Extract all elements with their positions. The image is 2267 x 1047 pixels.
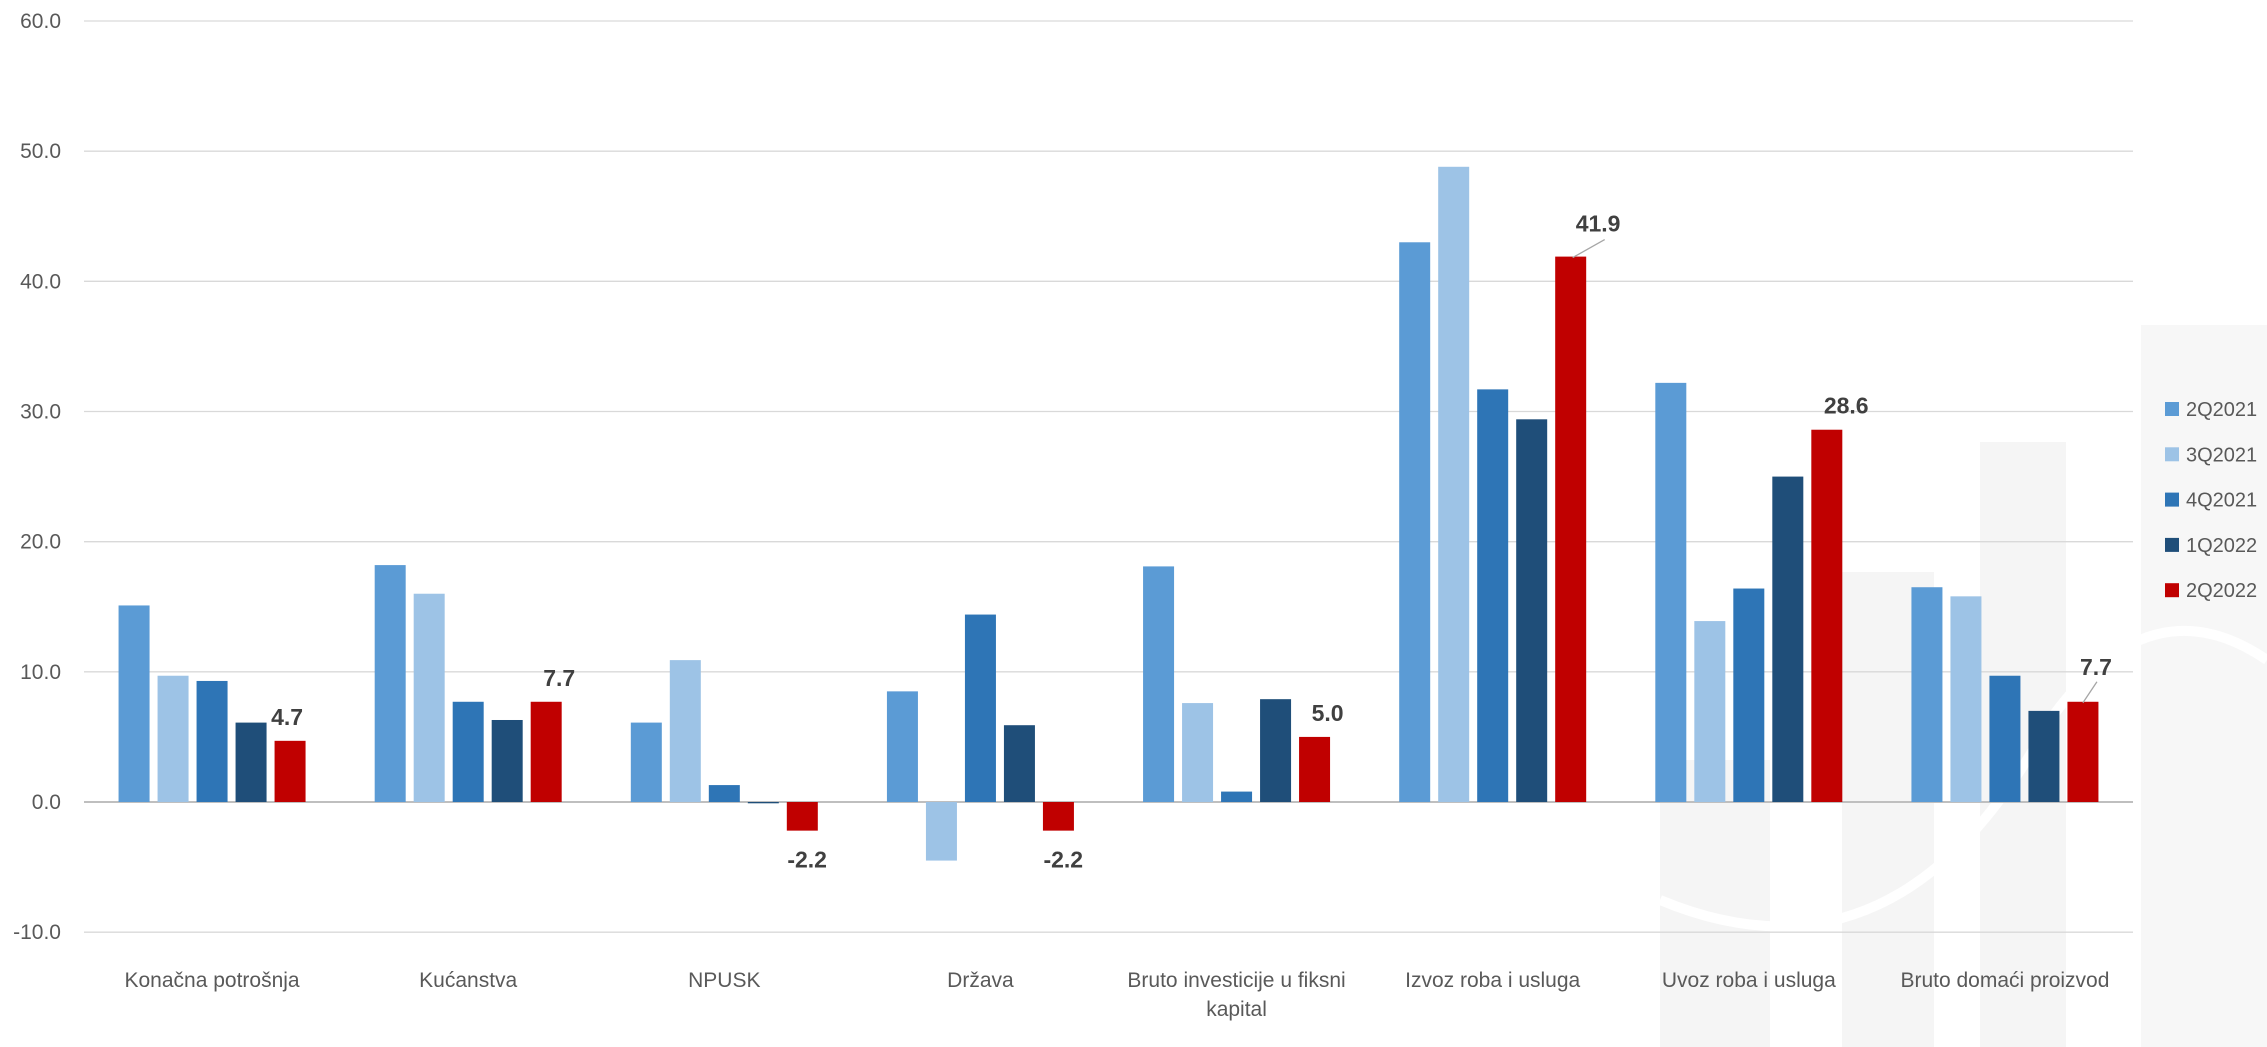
- bar: [1811, 429, 1843, 802]
- bar: [1438, 166, 1470, 802]
- bar: [1260, 699, 1292, 802]
- category-label: Kućanstva: [419, 969, 517, 992]
- legend-swatch: [2165, 402, 2179, 416]
- bar: [1733, 588, 1765, 802]
- bar: [2028, 710, 2060, 802]
- bar: [1399, 242, 1431, 803]
- legend-swatch: [2165, 583, 2179, 598]
- data-labels: 4.7 7.7 -2.2 -2.2 5.0 41.9 28.6 7.7: [271, 211, 2112, 873]
- legend-label: 4Q2021: [2186, 490, 2257, 512]
- y-tick-label: 20.0: [20, 531, 61, 554]
- bar: [1555, 256, 1587, 802]
- bar: [1042, 802, 1074, 831]
- bar: [1221, 791, 1253, 802]
- bar: [786, 802, 818, 831]
- legend-swatch: [2165, 447, 2179, 462]
- y-tick-label: 30.0: [20, 401, 61, 424]
- bar: [925, 802, 957, 861]
- legend-label: 3Q2021: [2186, 444, 2257, 466]
- y-tick-label: 60.0: [20, 10, 61, 33]
- bar: [1003, 725, 1035, 802]
- category-label: Država: [947, 969, 1014, 992]
- bar: [964, 614, 996, 802]
- label-leader-line: [1572, 239, 1606, 259]
- bar: [1911, 587, 1943, 802]
- y-axis: -10.0 0.0 10.0 20.0 30.0 40.0 50.0 60.0: [13, 10, 61, 944]
- label-leader-line: [2082, 681, 2098, 704]
- legend-swatch: [2165, 492, 2179, 507]
- data-label: 4.7: [271, 704, 303, 730]
- bar: [1143, 566, 1175, 802]
- y-tick-label: 10.0: [20, 661, 61, 684]
- bar: [1694, 621, 1726, 802]
- bar: [747, 802, 779, 804]
- bar: [1477, 389, 1509, 802]
- data-label: 5.0: [1312, 700, 1344, 726]
- watermark-curve: [1658, 625, 2267, 932]
- category-label: NPUSK: [688, 969, 760, 992]
- bar: [1950, 596, 1982, 802]
- bars: [118, 166, 2099, 861]
- bar: [1516, 419, 1548, 802]
- bar: [1182, 703, 1214, 802]
- bar: [630, 722, 662, 802]
- bar: [118, 605, 150, 802]
- bar: [708, 785, 740, 802]
- x-axis: Konačna potrošnja Kućanstva NPUSK Država Bru…: [124, 969, 2109, 1021]
- legend: 2Q2021 3Q2021 4Q2021 1Q2022 2Q2022: [2165, 399, 2257, 602]
- bar: [669, 660, 701, 802]
- category-label: Bruto investicije u fiksni kapital: [1127, 969, 1345, 1021]
- bar: [1299, 736, 1331, 802]
- data-label: 7.7: [543, 665, 575, 691]
- legend-label: 2Q2021: [2186, 399, 2257, 421]
- watermark-panel: [2141, 325, 2267, 1047]
- category-label: Izvoz roba i usluga: [1405, 969, 1580, 992]
- bar: [530, 701, 562, 802]
- legend-swatch: [2165, 537, 2179, 552]
- bar: [886, 691, 918, 802]
- data-label: -2.2: [1043, 847, 1083, 873]
- category-label: Uvoz roba i usluga: [1662, 969, 1836, 992]
- bar: [2067, 701, 2099, 802]
- bar: [452, 701, 484, 802]
- legend-label: 1Q2022: [2186, 535, 2257, 557]
- bar: [235, 722, 267, 802]
- legend-label: 2Q2022: [2186, 580, 2257, 602]
- bar: [491, 719, 523, 802]
- data-label: 28.6: [1824, 393, 1869, 419]
- category-label: Konačna potrošnja: [124, 969, 299, 992]
- bar: [274, 740, 306, 802]
- y-tick-label: 40.0: [20, 270, 61, 293]
- bar: [374, 565, 406, 802]
- y-tick-label: -10.0: [13, 921, 61, 944]
- bar: [1772, 476, 1804, 802]
- bar: [196, 680, 228, 802]
- data-label: -2.2: [787, 847, 827, 873]
- y-tick-label: 0.0: [32, 791, 61, 814]
- bar: [1989, 675, 2021, 802]
- bar: [1655, 382, 1687, 802]
- bar: [413, 593, 445, 802]
- data-label: 41.9: [1576, 211, 1621, 237]
- category-label: Bruto domaći proizvod: [1900, 969, 2109, 992]
- y-tick-label: 50.0: [20, 140, 61, 163]
- bar: [157, 675, 189, 802]
- data-label: 7.7: [2080, 654, 2112, 680]
